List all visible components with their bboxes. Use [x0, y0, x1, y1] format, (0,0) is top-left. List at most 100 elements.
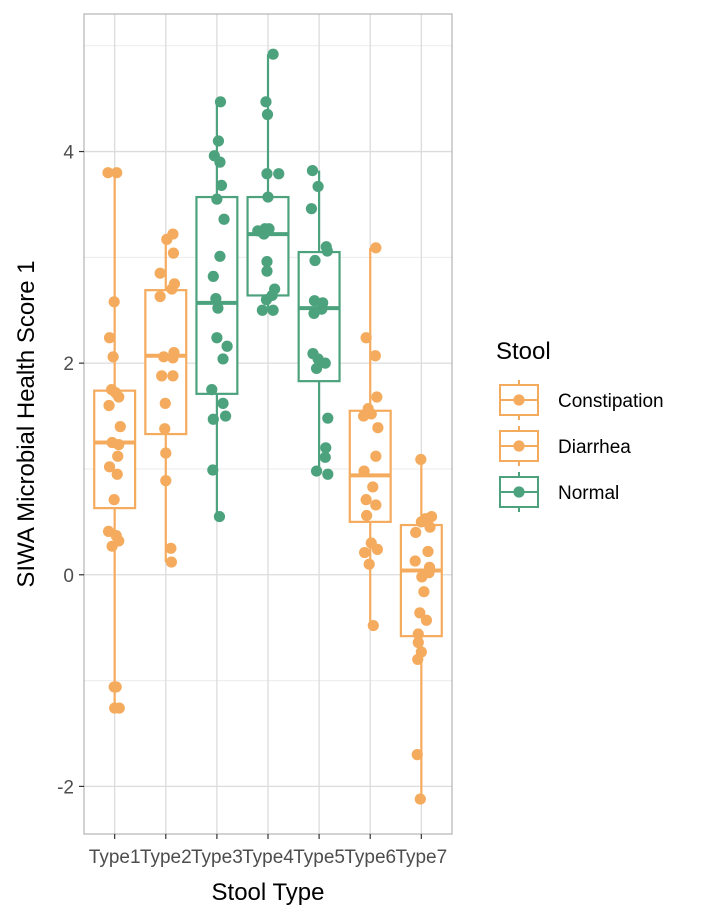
- data-point: [320, 442, 332, 454]
- data-point: [160, 475, 172, 487]
- data-point: [360, 494, 372, 506]
- data-point: [167, 247, 180, 259]
- y-tick-label: 2: [63, 354, 74, 375]
- data-point: [370, 499, 382, 511]
- x-axis: Type1 Type2 Type3 Type4 Type5 Type6 Type7: [89, 834, 447, 868]
- data-point: [319, 357, 331, 369]
- y-axis: -2 0 2 4: [57, 143, 84, 798]
- data-point: [415, 453, 427, 466]
- data-point: [412, 628, 424, 640]
- data-point: [409, 555, 421, 567]
- data-point: [371, 543, 383, 555]
- data-point: [363, 558, 375, 570]
- data-point: [367, 481, 379, 493]
- data-point: [306, 164, 319, 177]
- data-point: [107, 351, 119, 363]
- data-point: [214, 156, 226, 168]
- data-point: [218, 213, 230, 225]
- legend-key-point: [513, 440, 525, 452]
- data-point: [305, 203, 318, 215]
- data-point: [258, 228, 270, 240]
- iqr-box: [144, 289, 188, 436]
- data-point: [420, 614, 433, 626]
- data-point: [213, 510, 226, 523]
- x-tick-label: Type4: [242, 847, 294, 868]
- data-point: [111, 167, 123, 179]
- data-point: [357, 410, 370, 422]
- data-point: [310, 362, 323, 375]
- data-point: [260, 96, 272, 108]
- y-tick-label: 0: [63, 566, 74, 587]
- data-point: [158, 351, 170, 363]
- data-point: [112, 450, 124, 462]
- data-point: [207, 413, 219, 425]
- data-point: [316, 303, 328, 315]
- data-point: [103, 332, 116, 344]
- data-point: [322, 412, 334, 424]
- legend-label: Constipation: [558, 391, 664, 412]
- data-point: [111, 468, 123, 480]
- data-point: [322, 468, 334, 480]
- data-point: [261, 168, 273, 180]
- data-point: [165, 542, 177, 554]
- x-tick-label: Type2: [140, 847, 192, 868]
- data-point: [412, 636, 424, 649]
- data-point: [206, 384, 218, 396]
- data-point: [207, 464, 219, 476]
- data-point: [370, 450, 382, 462]
- data-marks: [93, 48, 443, 805]
- iqr-box: [246, 195, 290, 297]
- x-axis-title: Stool Type: [212, 879, 325, 906]
- data-point: [273, 168, 285, 180]
- x-tick-label: Type3: [191, 847, 243, 868]
- legend-key-point: [513, 486, 525, 498]
- data-point: [159, 397, 171, 409]
- data-point: [156, 370, 168, 382]
- points-type5: [305, 164, 334, 480]
- iqr-box: [93, 389, 137, 510]
- points-type4: [252, 48, 285, 316]
- points-type3: [206, 96, 233, 523]
- data-point: [367, 619, 379, 632]
- data-point: [369, 350, 381, 362]
- data-point: [114, 421, 126, 433]
- data-point: [260, 294, 273, 306]
- data-point: [165, 556, 177, 568]
- data-point: [108, 494, 120, 506]
- data-point: [214, 250, 226, 262]
- legend: Stool Constipation Diarrhea Normal: [496, 338, 664, 512]
- data-point: [211, 193, 223, 205]
- data-point: [319, 451, 331, 463]
- y-tick-label: -2: [57, 777, 74, 798]
- data-point: [256, 304, 268, 316]
- data-point: [310, 465, 323, 477]
- data-point: [309, 254, 321, 267]
- data-point: [262, 191, 274, 203]
- data-point: [424, 521, 436, 533]
- legend-key-point: [513, 394, 525, 406]
- x-tick-label: Type1: [89, 847, 141, 868]
- data-point: [154, 290, 166, 303]
- data-point: [414, 607, 426, 619]
- data-point: [360, 332, 372, 344]
- data-point: [161, 233, 173, 245]
- data-point: [215, 179, 228, 192]
- data-point: [359, 546, 371, 559]
- data-point: [261, 108, 274, 121]
- data-point: [358, 465, 370, 477]
- data-point: [267, 304, 279, 316]
- points-type7: [409, 453, 438, 805]
- data-point: [166, 283, 178, 295]
- box-group-type6: [348, 247, 392, 628]
- data-point: [411, 749, 423, 761]
- data-point: [261, 255, 273, 268]
- x-tick-label: Type5: [293, 847, 345, 868]
- data-point: [110, 681, 122, 693]
- x-tick-label: Type7: [395, 847, 447, 868]
- data-point: [108, 296, 120, 308]
- legend-item-diarrhea: Diarrhea: [499, 426, 631, 466]
- data-point: [267, 48, 279, 60]
- data-point: [412, 653, 424, 666]
- iqr-box: [348, 409, 392, 523]
